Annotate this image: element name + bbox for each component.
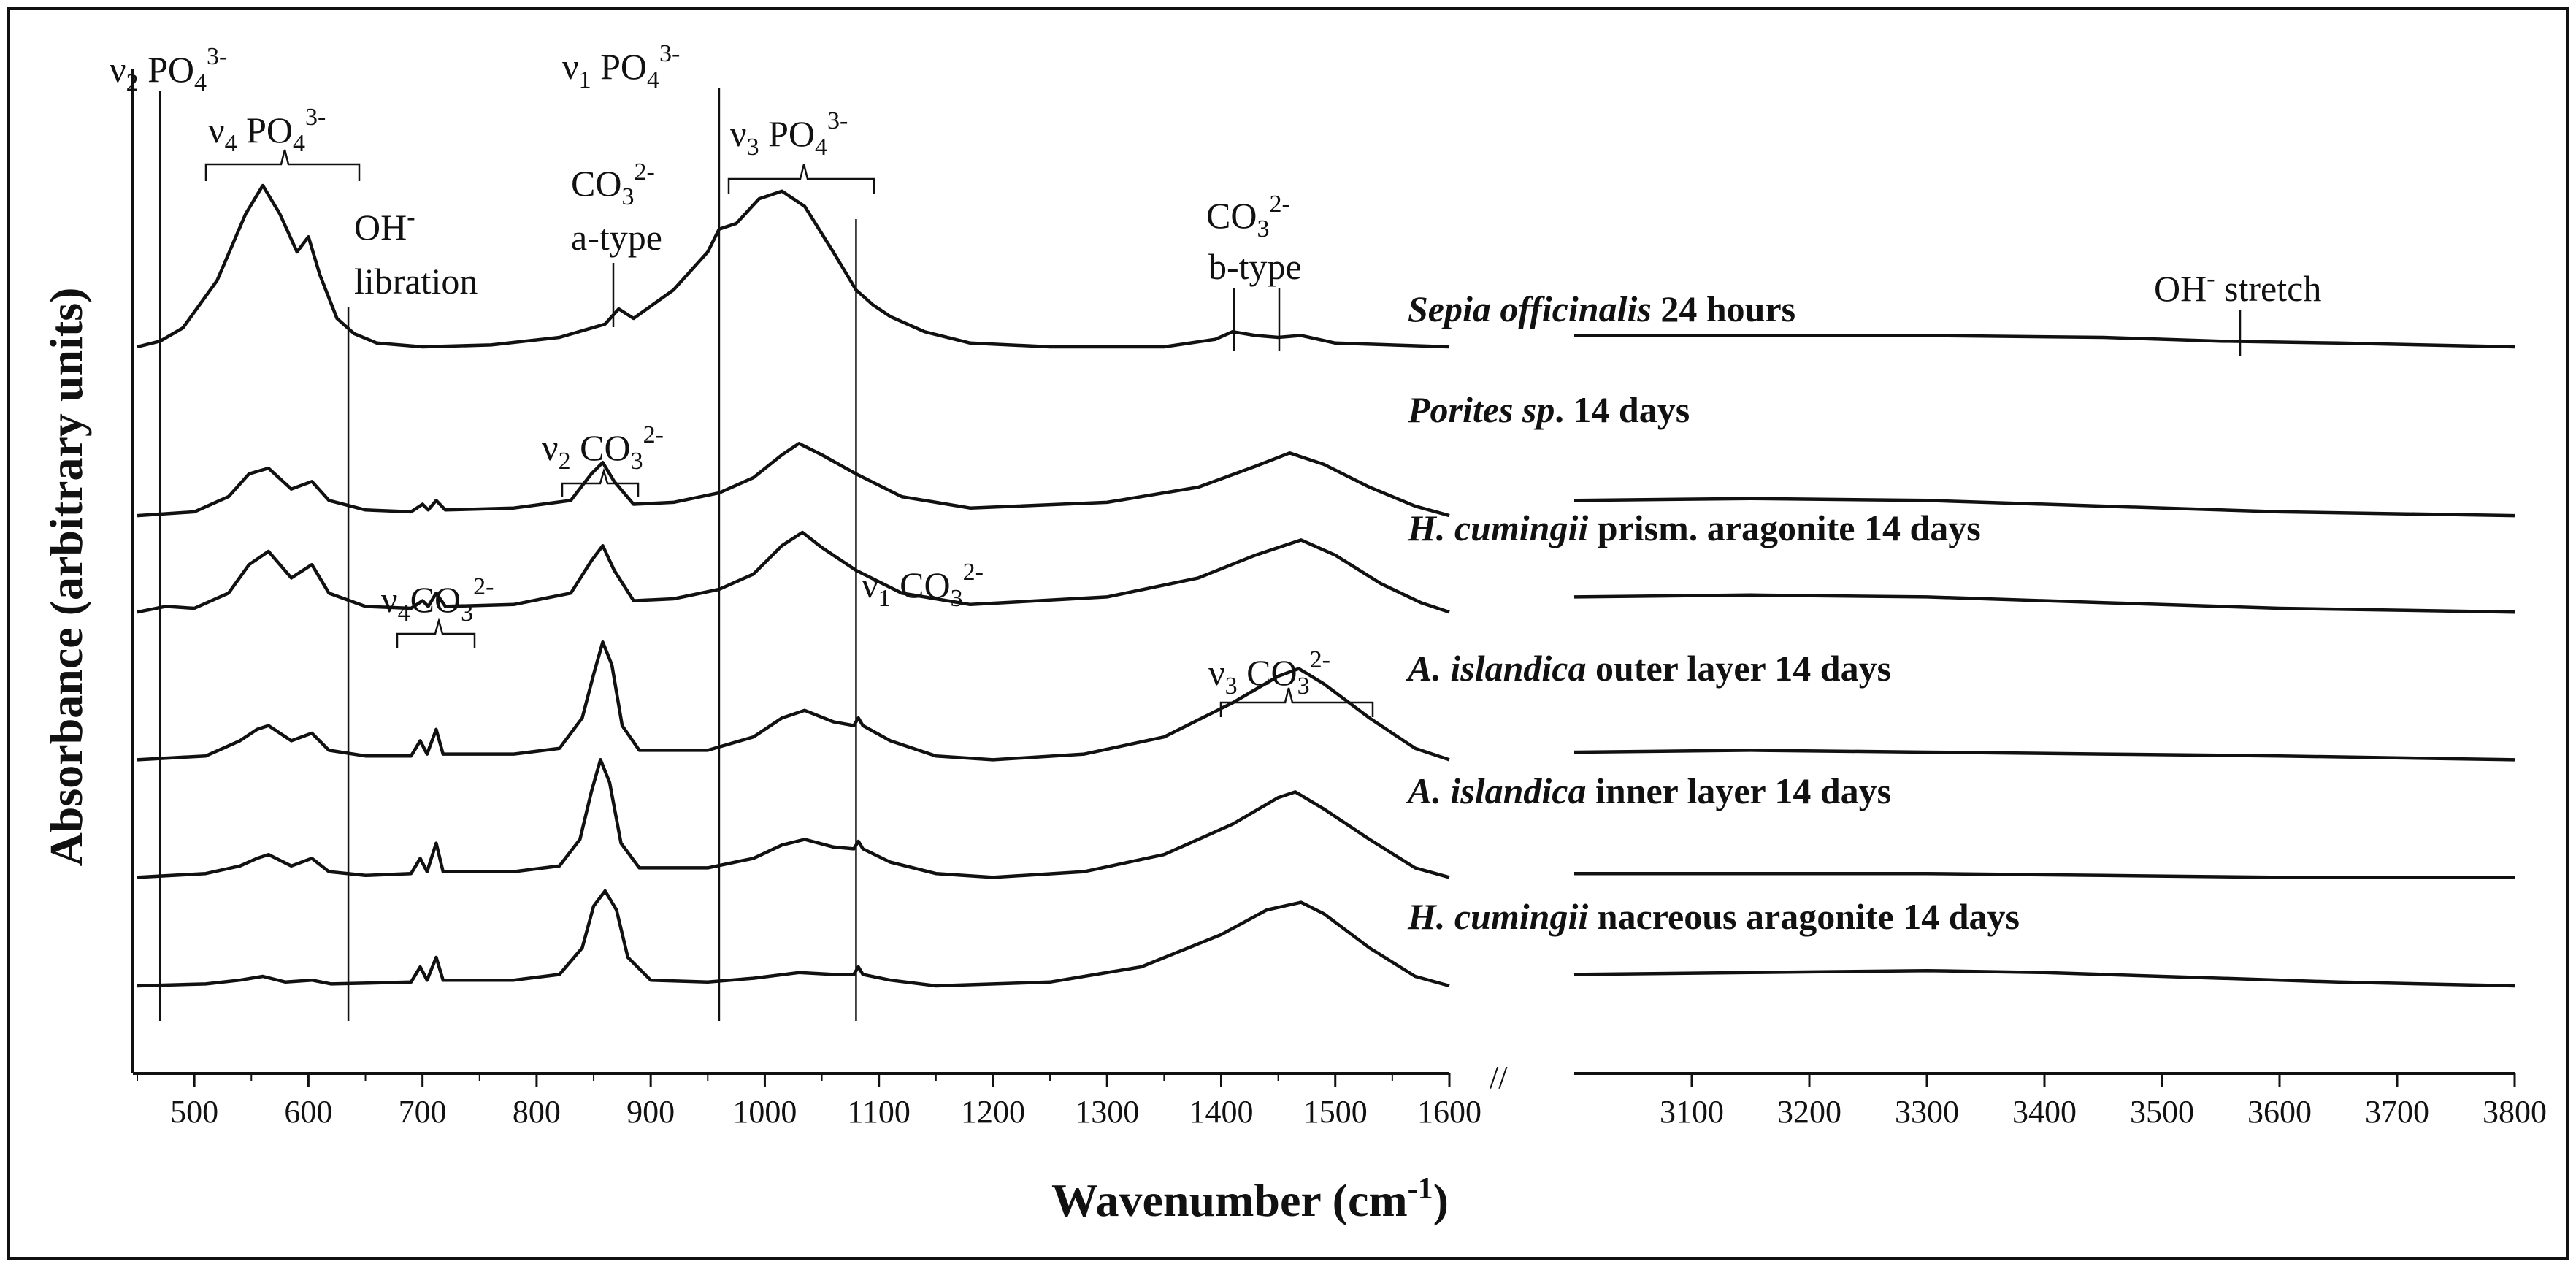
x-tick-label: 3700	[2365, 1094, 2429, 1130]
x-tick-label: 3300	[1895, 1094, 1959, 1130]
annotation-v4-po4: ν4 PO43-	[208, 104, 326, 157]
annotation-co3-b-type: CO32-	[1206, 191, 1290, 242]
annotation-oh-libration: OH-	[354, 204, 415, 248]
x-tick-label: 1200	[961, 1094, 1025, 1130]
bracket-v2-co3	[561, 467, 640, 497]
x-tick-label: 700	[399, 1094, 447, 1130]
y-axis-title: Absorbance (arbitrary units)	[40, 288, 92, 867]
annotation-oh-stretch: OH- stretch	[2154, 265, 2321, 309]
spectrum-aisl-outer-left	[137, 640, 1450, 762]
x-tick-label: 500	[170, 1094, 218, 1130]
spectrum-hcum-nacre-left	[137, 889, 1450, 988]
x-tick-label: 3600	[2247, 1094, 2312, 1130]
spectrum-hcum-prism-right	[1573, 593, 2515, 614]
legend-porites: Porites sp. 14 days	[1407, 389, 1690, 430]
spectrum-aisl-inner-right	[1574, 871, 2515, 879]
legend-aislandica-inner: A. islandica inner layer 14 days	[1406, 770, 1891, 811]
spectrum-aisl-inner-left	[137, 757, 1450, 879]
spectra-series	[137, 183, 2515, 988]
bracket-v3-po4	[727, 164, 875, 194]
x-tick-label: 1400	[1189, 1094, 1253, 1130]
legend-aislandica-outer: A. islandica outer layer 14 days	[1406, 648, 1891, 689]
x-tick-label: 600	[284, 1094, 332, 1130]
bracket-v3-co3	[1219, 687, 1374, 717]
spectrum-sepia-left	[137, 183, 1450, 349]
annotation-v1-po4: ν1 PO43-	[562, 40, 680, 93]
legend-sepia: Sepia officinalis 24 hours	[1408, 288, 1795, 329]
x-tick-label: 1100	[848, 1094, 911, 1130]
annotation-co3-a-type-2: a-type	[571, 217, 662, 258]
annotation-v3-co3: ν3 CO32-	[1208, 646, 1330, 700]
x-tick-label: 3200	[1777, 1094, 1841, 1130]
x-tick-label: 900	[626, 1094, 675, 1130]
annotation-v3-po4: ν3 PO43-	[730, 107, 848, 161]
spectrum-hcum-prism-left	[137, 530, 1450, 614]
x-tick-label: 3400	[2012, 1094, 2077, 1130]
x-tick-label: 1600	[1417, 1094, 1481, 1130]
spectrum-porites-left	[137, 442, 1450, 518]
legend-hcumingii-nacre: H. cumingii nacreous aragonite 14 days	[1407, 896, 2020, 937]
annotation-co3-a-type: CO32-	[571, 158, 655, 210]
x-tick-label: 3500	[2130, 1094, 2194, 1130]
annotation-oh-libration-2: libration	[354, 261, 478, 302]
annotation-v4-co3: ν4CO32-	[381, 573, 494, 627]
spectrum-aisl-outer-right	[1573, 749, 2515, 762]
x-axis-title: Wavenumber (cm-1)	[1051, 1172, 1449, 1226]
band-annotations: ν2 PO43- ν4 PO43- OH- libration ν1 PO43-…	[110, 40, 2321, 717]
spectrum-porites-right	[1573, 497, 2515, 518]
axis-break-mark: //	[1490, 1060, 1508, 1095]
series-labels: Sepia officinalis 24 hours Porites sp. 1…	[1406, 288, 2020, 937]
annotation-v1-co3: ν1 CO32-	[862, 559, 984, 612]
annotation-v2-co3: ν2 CO32-	[542, 421, 664, 475]
x-tick-label: 1000	[732, 1094, 797, 1130]
x-tick-label: 3100	[1660, 1094, 1724, 1130]
annotation-v2-po4: ν2 PO43-	[110, 43, 227, 96]
spectrum-sepia-right	[1574, 334, 2515, 349]
x-tick-label: 800	[513, 1094, 561, 1130]
annotation-co3-b-type-2: b-type	[1208, 246, 1302, 287]
x-ticks-right: 3100 3200 3300 3400 3500 3600 3700 3800	[1660, 1073, 2547, 1130]
x-tick-label: 1300	[1075, 1094, 1139, 1130]
legend-hcumingii-prism: H. cumingii prism. aragonite 14 days	[1407, 508, 1981, 548]
band-guide-lines	[159, 88, 857, 1021]
bracket-v4-po4	[204, 149, 361, 181]
x-tick-label: 3800	[2483, 1094, 2547, 1130]
x-ticks-left: 500 600 700 800 900 1000 1100 1200 1300 1400 1500 1…	[137, 1073, 1481, 1130]
spectrum-hcum-nacre-right	[1573, 968, 2515, 988]
bracket-v4-co3	[396, 617, 476, 648]
x-tick-label: 1500	[1303, 1094, 1368, 1130]
